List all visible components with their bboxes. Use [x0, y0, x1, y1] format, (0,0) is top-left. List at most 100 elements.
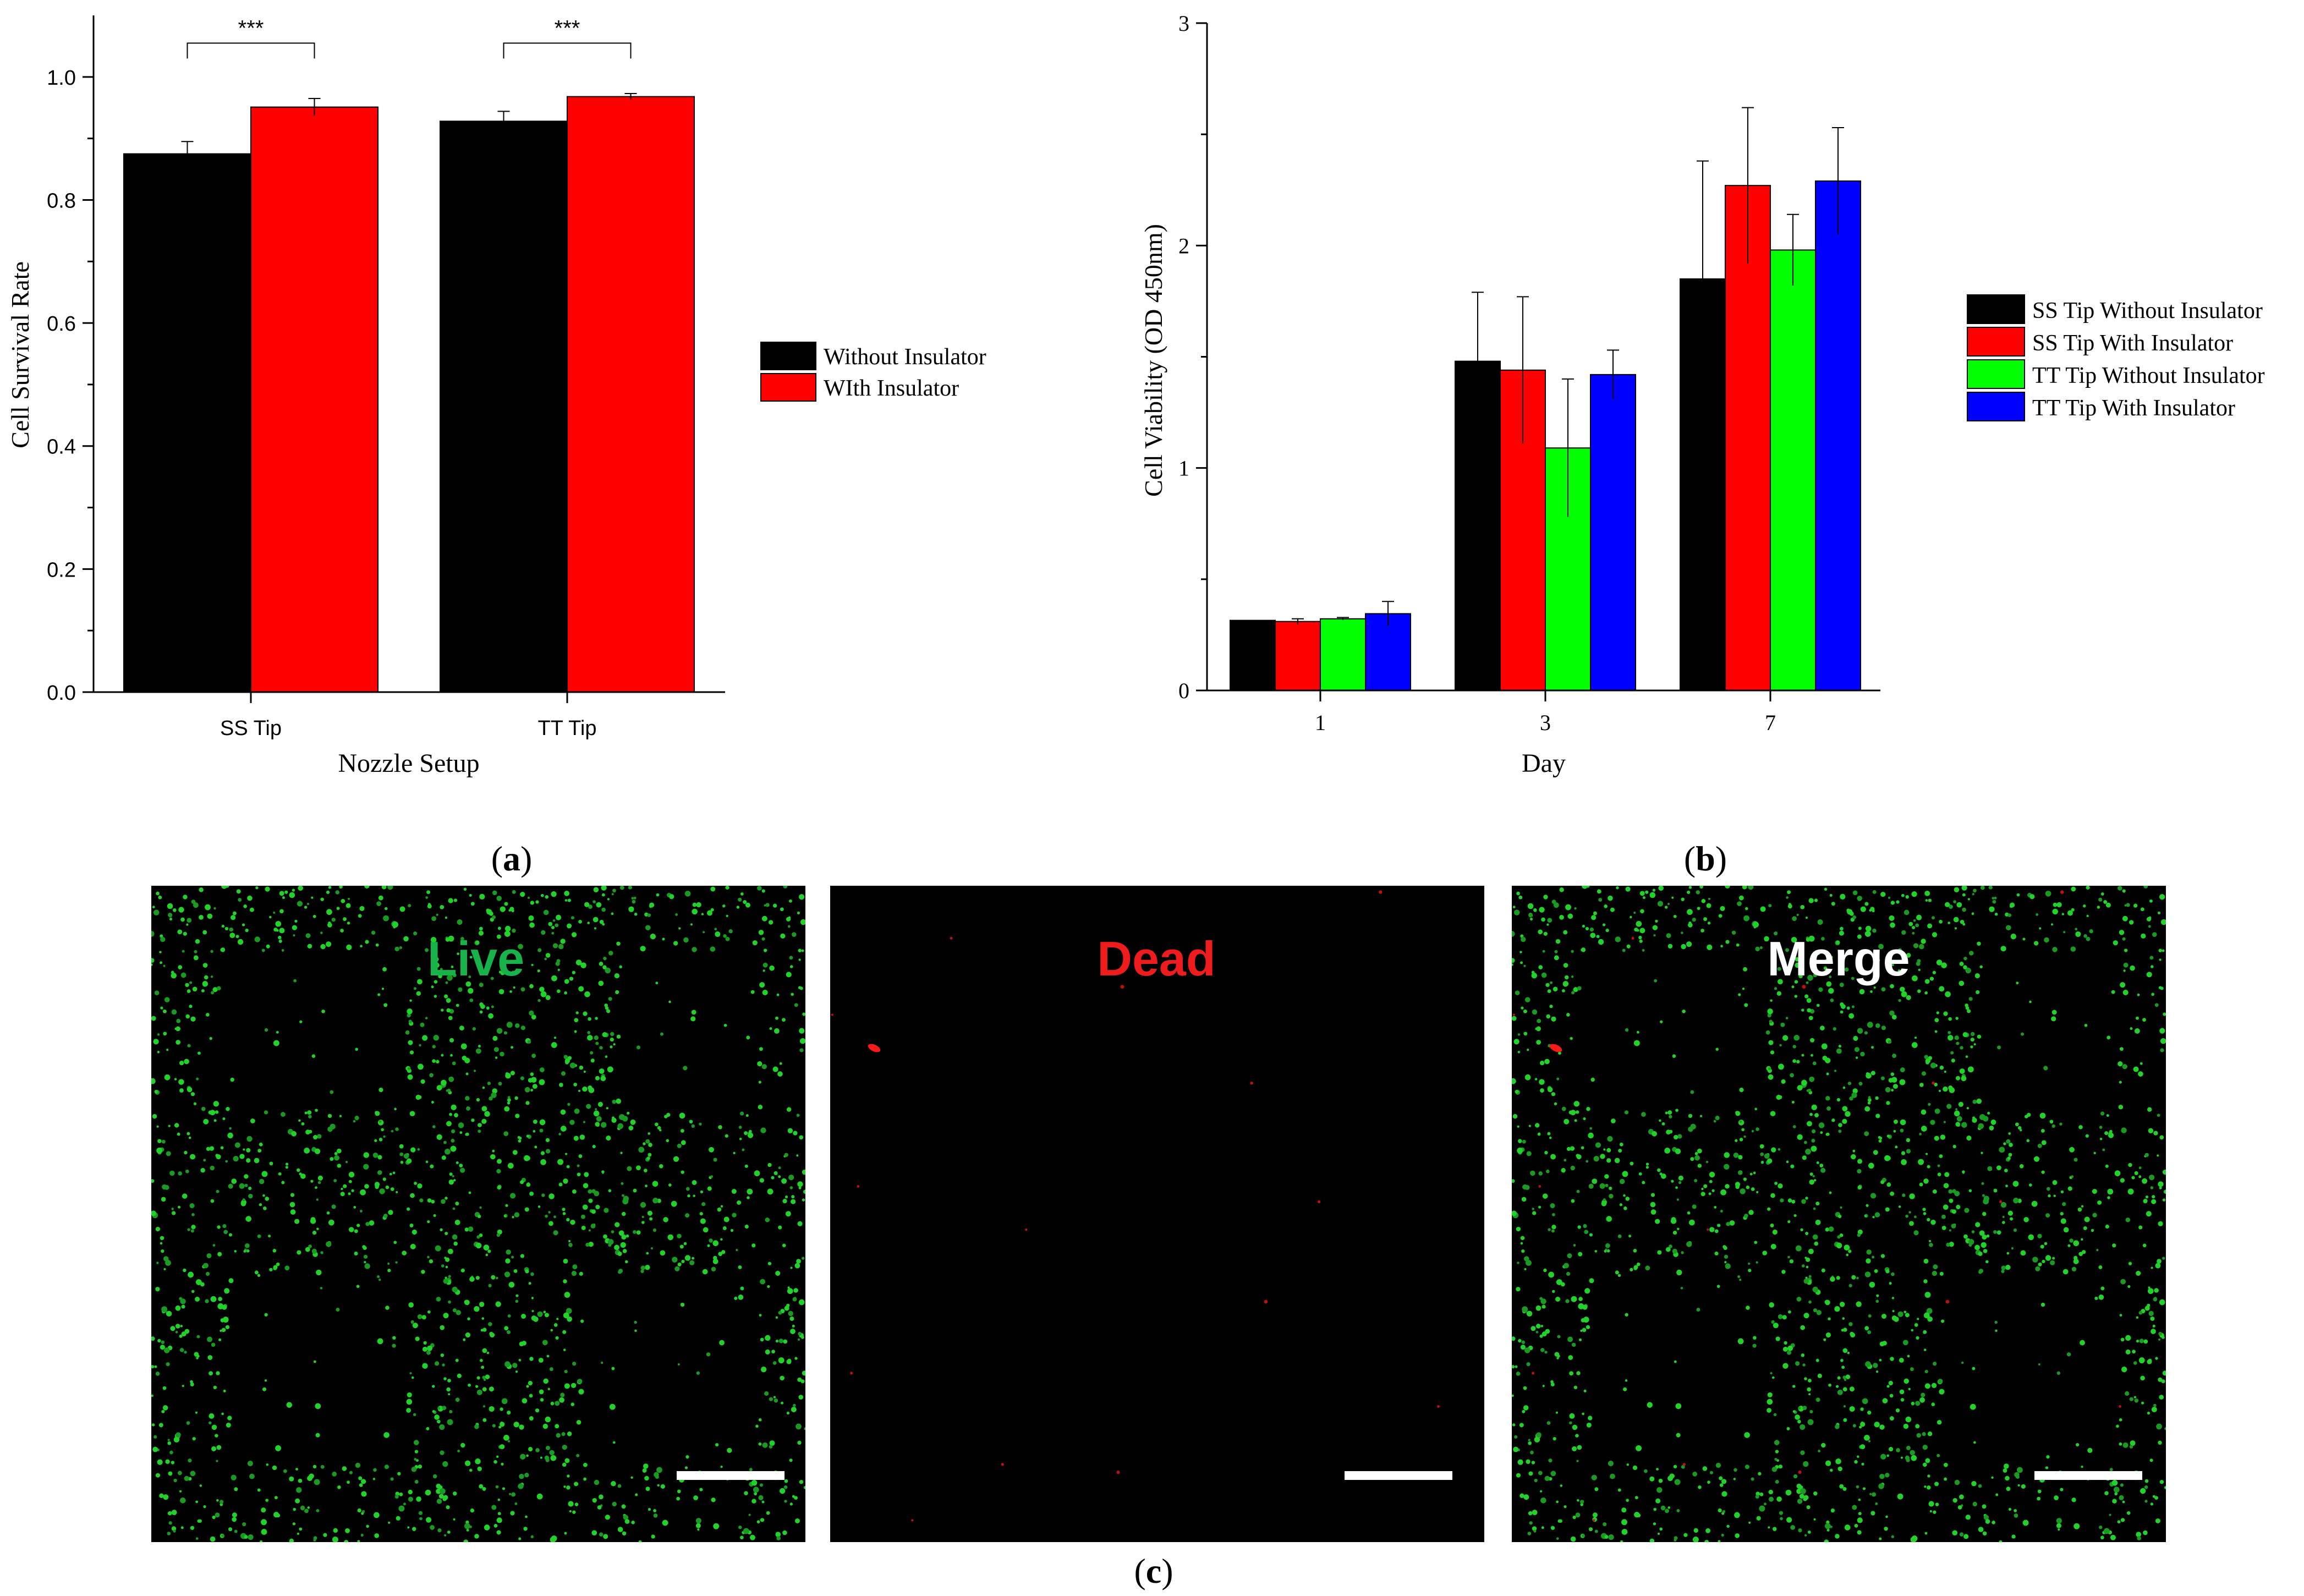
- live-cell-dot: [395, 1261, 398, 1264]
- live-cell-dot: [786, 917, 791, 922]
- live-cell-dot: [780, 907, 784, 912]
- live-cell-dot: [782, 1530, 787, 1535]
- live-cell-dot: [1735, 1139, 1738, 1142]
- live-cell-dot: [180, 972, 186, 978]
- live-cell-dot: [774, 1398, 778, 1403]
- live-cell-dot: [621, 1504, 626, 1509]
- live-cell-dot: [1776, 1459, 1779, 1462]
- live-cell-dot: [633, 896, 637, 900]
- live-cell-dot: [445, 1257, 450, 1262]
- live-cell-dot: [550, 1329, 553, 1332]
- live-cell-dot: [1835, 1458, 1841, 1465]
- live-cell-dot: [1901, 930, 1906, 935]
- live-cell-dot: [172, 1211, 176, 1215]
- live-cell-dot: [1966, 1107, 1969, 1110]
- live-cell-dot: [166, 1049, 169, 1051]
- live-cell-dot: [612, 889, 616, 893]
- live-cell-dot: [1808, 1379, 1812, 1383]
- live-cell-dot: [312, 1231, 317, 1235]
- live-cell-dot: [1935, 1502, 1939, 1506]
- c-panel-label: (c): [1134, 1551, 1173, 1590]
- live-cell-dot: [1600, 1154, 1605, 1159]
- live-cell-dot: [417, 1314, 423, 1319]
- live-cell-dot: [440, 1353, 445, 1357]
- live-cell-dot: [1783, 1036, 1787, 1040]
- live-cell-dot: [2120, 1279, 2126, 1285]
- live-cell-dot: [1606, 1249, 1610, 1253]
- live-cell-dot: [1516, 891, 1520, 896]
- live-cell-dot: [175, 1305, 181, 1311]
- live-cell-dot: [1558, 1051, 1561, 1055]
- live-cell-dot: [1977, 941, 1981, 946]
- live-cell-dot: [1654, 979, 1658, 983]
- live-cell-dot: [1918, 968, 1921, 972]
- live-cell-dot: [1793, 1474, 1798, 1479]
- live-cell-dot: [593, 900, 596, 903]
- live-cell-dot: [1959, 1532, 1964, 1537]
- live-cell-dot: [229, 1127, 232, 1130]
- live-cell-dot: [248, 1193, 253, 1199]
- live-cell-dot: [1919, 1182, 1923, 1187]
- live-cell-dot: [804, 1427, 805, 1430]
- live-cell-dot: [304, 906, 308, 909]
- live-cell-dot: [2132, 1350, 2136, 1354]
- live-cell-dot: [1803, 1313, 1809, 1319]
- dead-cell-dot: [1264, 1299, 1268, 1304]
- live-cell-dot: [2052, 908, 2058, 915]
- live-cell-dot: [1670, 1218, 1677, 1224]
- live-cell-dot: [1731, 930, 1736, 935]
- live-cell-dot: [1922, 1462, 1927, 1467]
- live-cell-dot: [1639, 939, 1643, 943]
- live-cell-dot: [501, 1462, 504, 1466]
- live-cell-dot: [413, 1440, 419, 1445]
- b-legend-label: TT Tip Without Insulator: [2032, 363, 2265, 388]
- live-cell-dot: [497, 1185, 501, 1190]
- live-cell-dot: [1885, 1269, 1890, 1274]
- live-cell-dot: [1592, 1178, 1598, 1184]
- live-cell-dot: [151, 1423, 155, 1427]
- live-cell-dot: [2098, 897, 2103, 902]
- live-cell-dot: [1828, 1317, 1831, 1320]
- live-cell-dot: [1553, 986, 1558, 992]
- live-cell-dot: [627, 1166, 632, 1171]
- live-cell-dot: [1970, 1403, 1976, 1410]
- live-cell-dot: [2159, 1479, 2164, 1484]
- live-cell-dot: [762, 989, 768, 996]
- dead-cell-dot: [1001, 1463, 1004, 1466]
- live-cell-dot: [1633, 1248, 1637, 1253]
- live-cell-dot: [1923, 1258, 1929, 1264]
- live-cell-dot: [2059, 1122, 2062, 1126]
- live-cell-dot: [1922, 1432, 1926, 1436]
- live-cell-dot: [736, 1249, 738, 1252]
- live-cell-dot: [1879, 1424, 1885, 1430]
- live-cell-dot: [1928, 1501, 1934, 1507]
- live-cell-dot: [2144, 1479, 2149, 1483]
- live-cell-dot: [1667, 1110, 1672, 1115]
- live-cell-dot: [1543, 931, 1548, 936]
- live-cell-dot: [797, 1221, 803, 1226]
- live-cell-dot: [2056, 902, 2062, 908]
- live-cell-dot: [1666, 933, 1671, 939]
- live-cell-dot: [432, 1125, 436, 1128]
- live-cell-dot: [1571, 991, 1575, 995]
- live-cell-dot: [2154, 1496, 2158, 1500]
- live-cell-dot: [475, 1276, 480, 1280]
- live-cell-dot: [228, 1527, 233, 1532]
- live-cell-dot: [1561, 989, 1565, 992]
- live-cell-dot: [347, 1480, 350, 1484]
- live-cell-dot: [432, 1045, 436, 1049]
- live-cell-dot: [1659, 1172, 1663, 1176]
- live-cell-dot: [531, 1315, 537, 1321]
- live-cell-dot: [648, 1507, 651, 1511]
- live-cell-dot: [489, 911, 493, 916]
- live-cell-dot: [1993, 1188, 1998, 1193]
- live-cell-dot: [1528, 1460, 1530, 1462]
- live-cell-dot: [464, 959, 468, 962]
- live-cell-dot: [383, 1135, 386, 1138]
- live-cell-dot: [1893, 1119, 1898, 1124]
- live-cell-dot: [1636, 1030, 1639, 1034]
- live-cell-dot: [1720, 945, 1723, 948]
- live-cell-dot: [1946, 1242, 1950, 1247]
- live-cell-dot: [1675, 1186, 1678, 1189]
- live-cell-dot: [2017, 1467, 2023, 1473]
